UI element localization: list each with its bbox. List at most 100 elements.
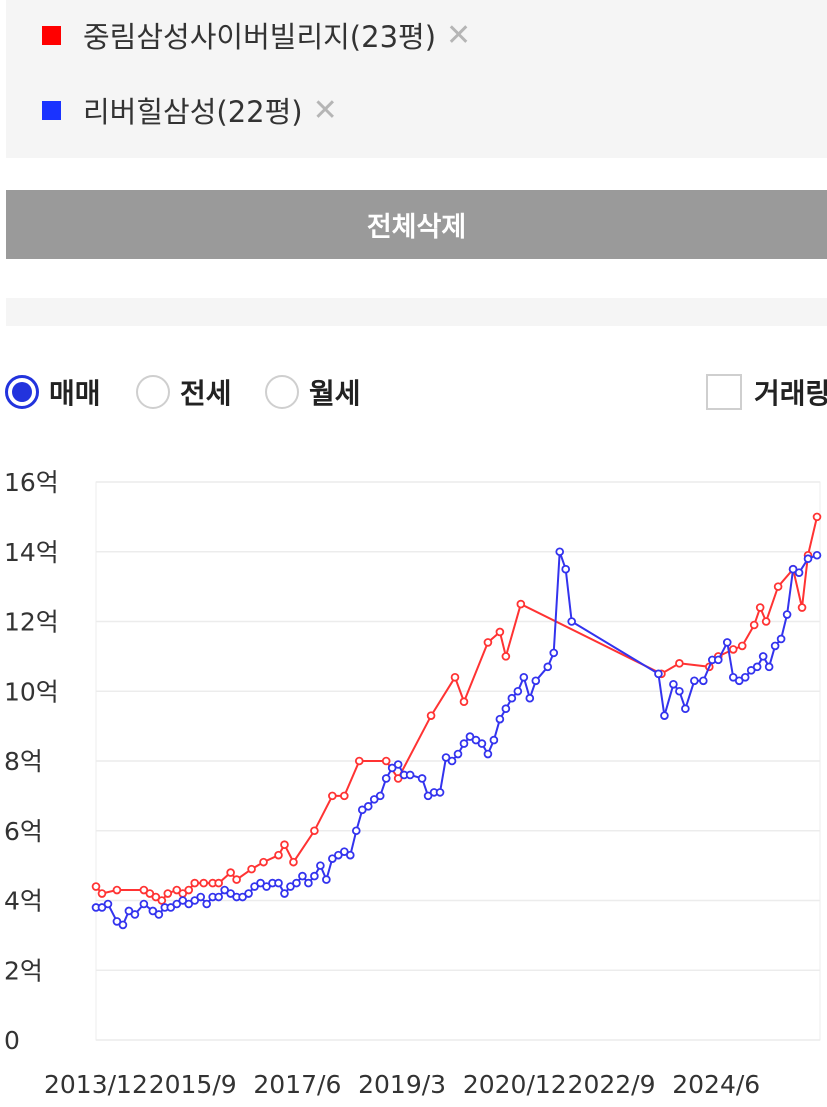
series-point-1: [178, 896, 188, 905]
series-point-0: [675, 659, 684, 668]
radio-unselected-icon[interactable]: [265, 375, 299, 409]
radio-unselected-icon[interactable]: [136, 375, 170, 409]
series-point-1: [292, 878, 301, 888]
x-tick-label: 2013/12: [44, 1070, 148, 1099]
legend-color-swatch: [42, 25, 61, 45]
series-point-1: [734, 676, 744, 686]
y-tick-label: 14억: [4, 538, 59, 567]
checkbox-icon[interactable]: [706, 374, 742, 410]
radio-jeonse[interactable]: 전세: [136, 372, 232, 412]
series-point-1: [103, 899, 113, 909]
series-point-0: [232, 875, 241, 884]
series-point-0: [280, 840, 289, 850]
delete-all-button[interactable]: 전체삭제: [6, 190, 827, 259]
series-point-1: [447, 756, 457, 766]
series-point-0: [340, 791, 349, 801]
series-point-1: [699, 676, 708, 686]
series-point-1: [244, 889, 253, 898]
series-point-1: [202, 899, 211, 909]
series-point-1: [507, 693, 517, 703]
series-point-0: [328, 791, 337, 801]
series-point-0: [190, 878, 200, 888]
series-point-0: [761, 617, 771, 626]
y-tick-label: 0: [4, 1026, 20, 1055]
series-point-0: [139, 885, 149, 895]
series-point-1: [172, 899, 182, 909]
trade-type-selector: 매매 전세 월세 거래량: [0, 366, 827, 416]
x-tick-label: 2015/9: [149, 1070, 237, 1099]
series-point-1: [477, 739, 487, 748]
series-point-1: [417, 774, 427, 783]
series-point-1: [746, 666, 756, 675]
y-tick-label: 16억: [4, 468, 59, 497]
series-point-1: [340, 847, 349, 856]
series-point-1: [519, 673, 529, 682]
series-point-1: [226, 889, 235, 898]
x-tick-label: 2024/6: [672, 1070, 760, 1099]
series-point-1: [316, 861, 325, 870]
series-point-1: [196, 892, 206, 902]
legend-item-jungnim: 중림삼성사이버빌리지(23평) ✕: [42, 15, 471, 55]
legend-label: 리버힐삼성(22평): [83, 95, 303, 129]
x-tick-label: 2017/6: [253, 1070, 341, 1099]
series-point-1: [660, 711, 669, 720]
series-point-1: [112, 917, 122, 926]
series-point-1: [803, 554, 813, 564]
series-point-0: [450, 673, 460, 682]
series-point-0: [737, 641, 747, 651]
series-point-0: [91, 882, 101, 891]
series-point-1: [328, 854, 337, 863]
series-point-0: [112, 885, 122, 895]
series-point-1: [393, 760, 403, 769]
radio-monthly-rent[interactable]: 월세: [265, 372, 361, 412]
series-point-0: [381, 756, 391, 766]
remove-icon[interactable]: ✕: [446, 17, 472, 53]
series-point-1: [381, 774, 391, 783]
series-line-1: [96, 551, 818, 927]
series-point-1: [334, 850, 343, 860]
series-point-0: [426, 711, 436, 720]
series-point-1: [549, 648, 559, 658]
series-point-1: [250, 882, 259, 891]
series-point-0: [274, 850, 283, 860]
series-point-0: [749, 620, 759, 630]
series-point-0: [163, 889, 173, 898]
series-point-1: [298, 871, 307, 881]
series-point-0: [797, 603, 807, 612]
series-point-1: [669, 679, 678, 689]
series-point-1: [681, 704, 690, 713]
x-tick-label: 2019/3: [358, 1070, 446, 1099]
legend-label: 중림삼성사이버빌리지(23평): [83, 20, 437, 54]
series-point-0: [516, 599, 526, 609]
series-point-1: [690, 676, 699, 686]
series-point-1: [351, 826, 361, 836]
series-point-1: [654, 669, 663, 679]
x-tick-label: 2022/9: [568, 1070, 656, 1099]
series-point-0: [226, 868, 235, 877]
y-tick-label: 6억: [4, 817, 43, 846]
series-point-0: [501, 652, 511, 661]
series-point-0: [151, 892, 161, 902]
series-point-1: [728, 673, 738, 682]
price-chart: 16억 14억 12억 10억 8억 6억 4억 2억 0 2013/12 2015/9 2017/6…: [4, 468, 822, 1099]
series-point-1: [387, 763, 397, 773]
remove-icon[interactable]: ✕: [312, 92, 338, 128]
series-point-1: [453, 749, 463, 759]
series-point-1: [770, 641, 780, 651]
series-point-1: [375, 791, 385, 801]
series-point-0: [214, 878, 223, 888]
series-line-0: [95, 516, 818, 902]
series-point-1: [567, 617, 576, 626]
y-tick-label: 4억: [4, 887, 43, 916]
radio-sale[interactable]: 매매: [5, 372, 101, 412]
series-point-1: [369, 795, 379, 804]
series-point-1: [531, 676, 541, 686]
series-point-1: [280, 889, 289, 898]
series-point-0: [145, 889, 155, 898]
series-point-1: [220, 885, 229, 895]
volume-checkbox[interactable]: 거래량: [706, 372, 827, 412]
series-point-1: [97, 903, 107, 912]
series-point-1: [139, 899, 149, 909]
radio-selected-icon[interactable]: [5, 375, 39, 409]
series-point-1: [435, 788, 445, 797]
